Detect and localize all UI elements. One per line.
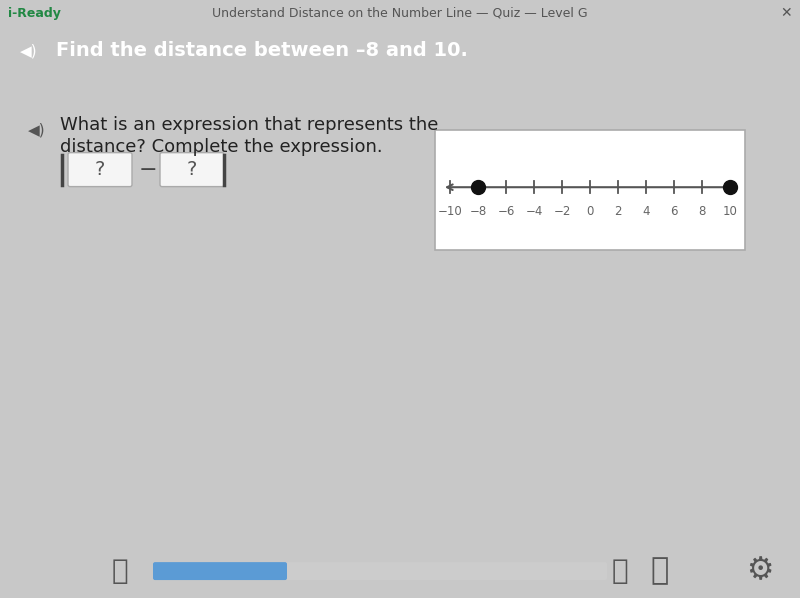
Text: ?: ? [187, 160, 197, 179]
Text: ⏮: ⏮ [112, 557, 128, 585]
FancyBboxPatch shape [153, 562, 607, 580]
Text: 4: 4 [642, 205, 650, 218]
Text: ⏸: ⏸ [651, 557, 669, 585]
FancyBboxPatch shape [435, 130, 745, 249]
Text: 2: 2 [614, 205, 622, 218]
Text: ◀): ◀) [20, 43, 38, 59]
Text: ✕: ✕ [780, 7, 792, 20]
Text: 10: 10 [722, 205, 738, 218]
Text: −6: −6 [498, 205, 514, 218]
FancyBboxPatch shape [160, 152, 224, 187]
Text: distance? Complete the expression.: distance? Complete the expression. [60, 138, 382, 155]
Text: Find the distance between –8 and 10.: Find the distance between –8 and 10. [56, 41, 468, 60]
Text: 8: 8 [698, 205, 706, 218]
Text: 6: 6 [670, 205, 678, 218]
FancyBboxPatch shape [68, 152, 132, 187]
Text: i-Ready: i-Ready [8, 7, 61, 20]
FancyBboxPatch shape [153, 562, 287, 580]
Text: −10: −10 [438, 205, 462, 218]
Text: ⏭: ⏭ [612, 557, 628, 585]
Text: −2: −2 [554, 205, 570, 218]
Text: What is an expression that represents the: What is an expression that represents th… [60, 115, 438, 134]
Text: 0: 0 [586, 205, 594, 218]
Text: ⚙: ⚙ [746, 557, 774, 585]
Text: −: − [138, 160, 158, 179]
Text: Understand Distance on the Number Line — Quiz — Level G: Understand Distance on the Number Line —… [212, 7, 588, 20]
Text: −8: −8 [470, 205, 486, 218]
Text: ?: ? [95, 160, 105, 179]
Text: −4: −4 [526, 205, 542, 218]
Text: ◀): ◀) [28, 122, 46, 137]
